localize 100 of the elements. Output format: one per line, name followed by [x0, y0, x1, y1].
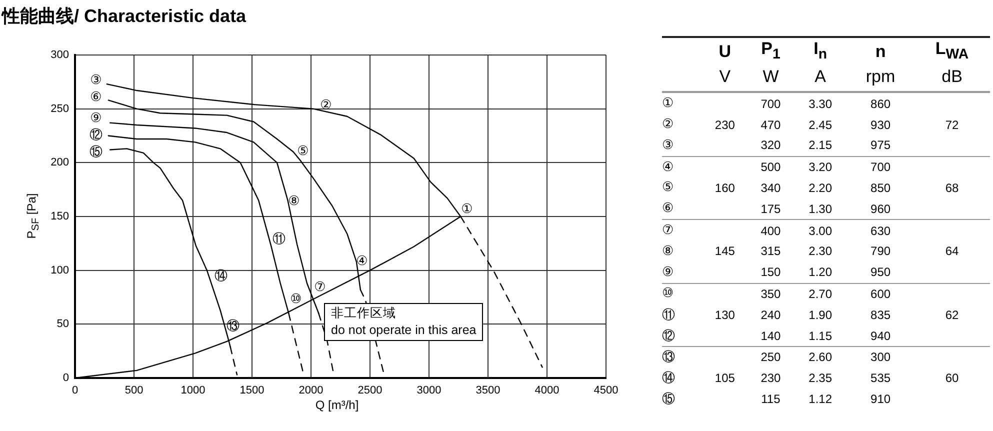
- category-label: ⑧: [662, 242, 675, 261]
- data-label: 700: [760, 96, 782, 113]
- text: n: [847, 37, 914, 66]
- x-tick-label: 0: [72, 384, 78, 397]
- data-label: 1.30: [794, 198, 848, 220]
- data-label: 350: [760, 286, 782, 303]
- annotation: ⑪: [272, 232, 286, 247]
- data-label: 230: [714, 116, 736, 134]
- data-label: 850: [870, 180, 892, 197]
- annotation: ⑥: [90, 90, 102, 105]
- category-label: ⑮: [662, 390, 676, 409]
- data-label: 500: [760, 159, 782, 176]
- annotation: ⑨: [90, 111, 102, 126]
- y-tick-label: 0: [62, 372, 69, 384]
- data-label: 2.45: [808, 116, 834, 134]
- data-label: 60: [944, 370, 960, 388]
- annotation: ⑫: [90, 128, 102, 143]
- data-label: 3.30: [808, 96, 834, 113]
- data-label: 600: [870, 286, 892, 303]
- y-tick-label: 50: [56, 318, 69, 330]
- annotation: ⑮: [90, 145, 102, 160]
- text: U: [702, 37, 748, 66]
- data-label: 1.20: [794, 262, 848, 284]
- category-label: ①: [662, 95, 675, 114]
- x-tick-label: 1000: [180, 384, 206, 397]
- text: P$_{1}$: [748, 37, 794, 66]
- data-label: 72: [944, 116, 960, 134]
- x-axis-title: Q [m³/h]: [315, 398, 359, 412]
- text: rpm: [847, 65, 914, 92]
- y-tick-label: 150: [50, 210, 69, 223]
- data-label: 64: [944, 243, 960, 260]
- category-label: ⑥: [662, 198, 702, 220]
- annotation: ⑦: [314, 280, 326, 295]
- category-label: ⑤: [662, 179, 675, 198]
- data-label: 975: [847, 134, 914, 156]
- text: V: [702, 65, 748, 92]
- data-label: 240: [760, 306, 782, 324]
- data-label: 3.00: [808, 222, 834, 240]
- y-tick-label: 100: [50, 264, 69, 276]
- data-label: 2.35: [808, 370, 834, 388]
- data-label: 140: [748, 325, 794, 346]
- text: A: [794, 65, 848, 92]
- category-label: ⑭: [662, 370, 676, 388]
- data-label: 2.20: [808, 180, 834, 197]
- data-label: 160: [714, 180, 736, 197]
- data-label: 470: [760, 116, 782, 134]
- text: dB: [914, 65, 990, 92]
- text: I$_{n}$: [794, 37, 848, 66]
- category-label: ⑨: [662, 262, 702, 284]
- data-label: 2.15: [794, 134, 848, 156]
- data-label: 1.15: [794, 325, 848, 346]
- data-label: 68: [944, 180, 960, 197]
- annotation: ③: [90, 73, 102, 88]
- data-label: 950: [847, 262, 914, 284]
- data-label: 150: [748, 262, 794, 284]
- category-label: ⑬: [662, 349, 676, 368]
- data-label: 250: [760, 349, 782, 366]
- data-label: 700: [870, 159, 892, 176]
- data-label: 62: [944, 306, 960, 324]
- annotation: ⑭: [214, 269, 228, 284]
- category-label: ②: [662, 116, 675, 134]
- annotation: ⑧: [288, 194, 300, 209]
- x-tick-label: 1500: [240, 384, 264, 397]
- y-tick-label: 250: [50, 102, 69, 115]
- x-tick-label: 3500: [476, 384, 500, 397]
- category-label: ⑦: [662, 222, 675, 240]
- category-label: ⑩: [662, 285, 675, 304]
- data-label: 535: [870, 370, 892, 388]
- annotation: ⑤: [297, 144, 309, 159]
- data-label: 2.30: [808, 243, 834, 260]
- data-label: 115: [760, 390, 782, 408]
- data-label: 130: [714, 306, 736, 324]
- annotation: ⑩: [290, 292, 302, 307]
- data-label: 315: [760, 243, 782, 260]
- data-label: 960: [847, 198, 914, 220]
- data-label: 630: [870, 222, 892, 240]
- x-tick-label: 3000: [416, 384, 442, 397]
- data-label: 145: [714, 243, 736, 260]
- x-tick-label: 4000: [534, 384, 560, 397]
- y-tick-label: 300: [50, 49, 69, 62]
- y-tick-label: 200: [50, 156, 69, 169]
- category-label: ⑫: [662, 325, 702, 346]
- data-label: 230: [760, 370, 782, 388]
- data-label: 400: [760, 222, 782, 240]
- data-label: 340: [760, 180, 782, 197]
- annotation: 非工作区域 do not operate in this area: [324, 303, 484, 341]
- data-label: 3.20: [808, 159, 834, 176]
- category-label: ④: [662, 158, 675, 177]
- x-tick-label: 2000: [298, 384, 324, 397]
- x-tick-label: 4500: [594, 384, 618, 397]
- data-label: 2.60: [808, 349, 834, 366]
- data-label: 300: [870, 349, 892, 366]
- data-label: 940: [847, 325, 914, 346]
- text: W: [748, 65, 794, 92]
- data-label: 1.90: [808, 306, 834, 324]
- data-label: 860: [870, 96, 892, 113]
- x-tick-label: 2500: [358, 384, 382, 397]
- data-label: 320: [748, 134, 794, 156]
- annotation: ④: [356, 254, 368, 269]
- data-label: 930: [870, 116, 892, 134]
